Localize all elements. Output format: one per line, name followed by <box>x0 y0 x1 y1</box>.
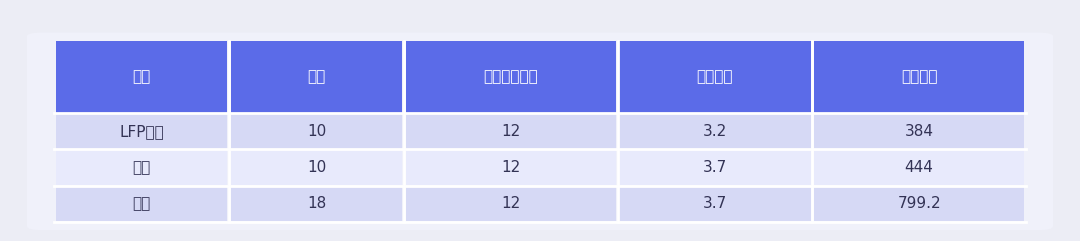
Text: 3.7: 3.7 <box>703 196 727 211</box>
Bar <box>230 114 402 149</box>
Bar <box>406 150 616 185</box>
Bar <box>406 114 616 149</box>
Bar <box>406 186 616 221</box>
Text: 444: 444 <box>905 160 933 175</box>
Bar <box>406 41 616 113</box>
Bar <box>814 114 1024 149</box>
Bar <box>619 114 810 149</box>
Bar <box>619 186 810 221</box>
Bar <box>619 41 810 113</box>
Text: 10: 10 <box>307 124 326 139</box>
Text: 18: 18 <box>307 196 326 211</box>
Text: 列数: 列数 <box>308 70 325 85</box>
Text: 799.2: 799.2 <box>897 196 941 211</box>
Bar <box>56 186 227 221</box>
Bar <box>56 41 227 113</box>
Bar <box>230 150 402 185</box>
Text: 电芯电压: 电芯电压 <box>697 70 733 85</box>
Text: 整包电压: 整包电压 <box>901 70 937 85</box>
Bar <box>814 41 1024 113</box>
Bar <box>619 150 810 185</box>
Text: 3.7: 3.7 <box>703 160 727 175</box>
Bar <box>56 114 227 149</box>
Text: 384: 384 <box>905 124 933 139</box>
Bar <box>814 150 1024 185</box>
Text: 三元: 三元 <box>133 160 150 175</box>
Bar <box>814 186 1024 221</box>
FancyBboxPatch shape <box>27 33 1053 230</box>
Text: 三元: 三元 <box>133 196 150 211</box>
Text: 10: 10 <box>307 160 326 175</box>
Text: 12: 12 <box>501 196 521 211</box>
Text: 12: 12 <box>501 124 521 139</box>
Text: LFP最大: LFP最大 <box>119 124 164 139</box>
Text: 3.2: 3.2 <box>703 124 727 139</box>
Bar <box>230 41 402 113</box>
Text: 每列电芯数量: 每列电芯数量 <box>484 70 538 85</box>
Text: 12: 12 <box>501 160 521 175</box>
Text: 分列: 分列 <box>133 70 150 85</box>
Bar <box>56 150 227 185</box>
Bar <box>230 186 402 221</box>
